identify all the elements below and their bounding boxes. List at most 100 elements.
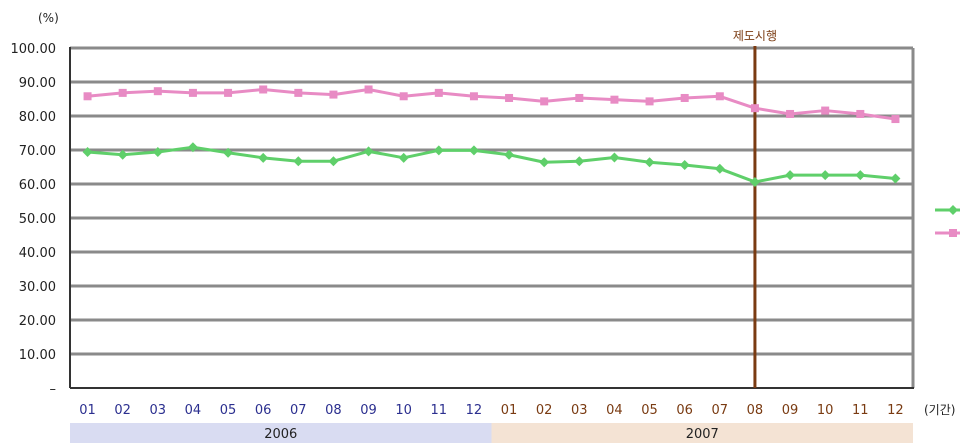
series-0-point-19 [750, 104, 759, 113]
series-0-point-12 [505, 93, 514, 102]
x-tick-22: 11 [852, 403, 869, 418]
series-0-point-17 [680, 93, 689, 102]
x-tick-5: 06 [255, 403, 272, 418]
y-tick-2: 20.00 [19, 314, 56, 329]
series-1-point-3 [187, 142, 198, 153]
series-1-point-11 [468, 145, 479, 156]
series-0-point-3 [188, 88, 197, 97]
y-tick-5: 50.00 [19, 212, 56, 227]
y-tick-8: 80.00 [19, 110, 56, 125]
series-1-point-13 [539, 157, 550, 168]
legend-marker-0 [949, 229, 957, 237]
series-0-point-9 [399, 92, 408, 101]
series-0-point-2 [153, 87, 162, 96]
x-tick-14: 03 [571, 403, 588, 418]
series-0-point-0 [83, 92, 92, 101]
series-1-point-22 [855, 170, 866, 181]
x-tick-11: 12 [466, 403, 483, 418]
series-0-point-6 [294, 88, 303, 97]
series-0-point-4 [224, 88, 233, 97]
series-1-point-10 [433, 145, 444, 156]
x-tick-15: 04 [606, 403, 623, 418]
axes [69, 47, 915, 389]
series-1-point-14 [574, 156, 585, 167]
series-0-point-22 [856, 109, 865, 118]
series-1-point-17 [679, 159, 690, 170]
series-0-point-15 [610, 95, 619, 104]
series-0-point-7 [329, 90, 338, 99]
x-tick-4: 05 [220, 403, 237, 418]
x-tick-2: 03 [150, 403, 167, 418]
x-tick-6: 07 [290, 403, 307, 418]
year-band-2006 [70, 423, 492, 443]
series-1-point-8 [363, 146, 374, 157]
x-tick-0: 01 [79, 403, 96, 418]
y-tick-3: 30.00 [19, 280, 56, 295]
x-tick-10: 11 [431, 403, 448, 418]
policy-label: 제도시행 [733, 28, 777, 43]
x-tick-19: 08 [747, 403, 764, 418]
series-0-point-10 [434, 88, 443, 97]
x-tick-9: 10 [395, 403, 412, 418]
series-0-point-13 [540, 97, 549, 106]
series-0-point-5 [259, 85, 268, 94]
x-tick-3: 04 [185, 403, 202, 418]
series-0-point-20 [786, 109, 795, 118]
legend-marker-1 [948, 205, 958, 215]
x-tick-1: 02 [114, 403, 131, 418]
y-tick-4: 40.00 [19, 246, 56, 261]
y-tick-labels: – 10.00 20.00 30.00 40.00 50.00 60.00 70.00 80.0… [11, 42, 57, 397]
year-label-2007: 2007 [686, 427, 719, 442]
series-1-point-0 [82, 147, 93, 158]
series-1-line [87, 145, 896, 184]
x-tick-8: 09 [360, 403, 377, 418]
x-tick-13: 02 [536, 403, 553, 418]
x-tick-labels: 01 02 03 04 05 06 07 08 09 10 11 12 01 02 03 04 05 06 07 08… [79, 403, 903, 418]
series-1-point-5 [258, 152, 269, 163]
x-axis-label: (기간) [924, 403, 955, 417]
x-tick-21: 10 [817, 403, 834, 418]
y-tick-0: – [50, 382, 57, 397]
series-0-point-16 [645, 97, 654, 106]
series-1-point-7 [328, 156, 339, 167]
series-0-line [87, 87, 896, 121]
year-bands: 2006 2007 [70, 423, 913, 443]
x-tick-7: 08 [325, 403, 342, 418]
y-axis-unit-label: (%) [38, 11, 59, 25]
x-tick-17: 06 [676, 403, 693, 418]
series-0-point-14 [575, 93, 584, 102]
y-tick-6: 60.00 [19, 178, 56, 193]
y-tick-9: 90.00 [19, 76, 56, 91]
series-0-point-1 [118, 88, 127, 97]
series-1-point-4 [223, 147, 234, 158]
series-1-point-12 [504, 149, 515, 160]
y-tick-7: 70.00 [19, 144, 56, 159]
year-label-2006: 2006 [264, 427, 297, 442]
policy-annotation: 제도시행 [733, 28, 777, 388]
legend [935, 205, 960, 237]
x-tick-16: 05 [641, 403, 658, 418]
grid-lines [70, 46, 913, 356]
y-tick-10: 100.00 [11, 42, 57, 57]
series-1-point-23 [890, 173, 901, 184]
x-tick-23: 12 [887, 403, 904, 418]
x-tick-20: 09 [782, 403, 799, 418]
series-1-point-18 [714, 163, 725, 174]
year-band-2007 [491, 423, 913, 443]
series-1-point-20 [785, 170, 796, 181]
series-0-point-8 [364, 85, 373, 94]
x-tick-12: 01 [501, 403, 518, 418]
x-tick-18: 07 [712, 403, 729, 418]
series-1-point-19 [749, 176, 760, 187]
series-1-point-9 [398, 152, 409, 163]
series-0-point-21 [821, 106, 830, 115]
series-1-point-21 [820, 170, 831, 181]
series-1-point-1 [117, 149, 128, 160]
series-1-point-16 [644, 157, 655, 168]
series-1-point-2 [152, 147, 163, 158]
series-1-point-6 [293, 156, 304, 167]
series-0-point-23 [891, 115, 900, 124]
series-lines [82, 85, 901, 187]
y-tick-1: 10.00 [19, 348, 56, 363]
